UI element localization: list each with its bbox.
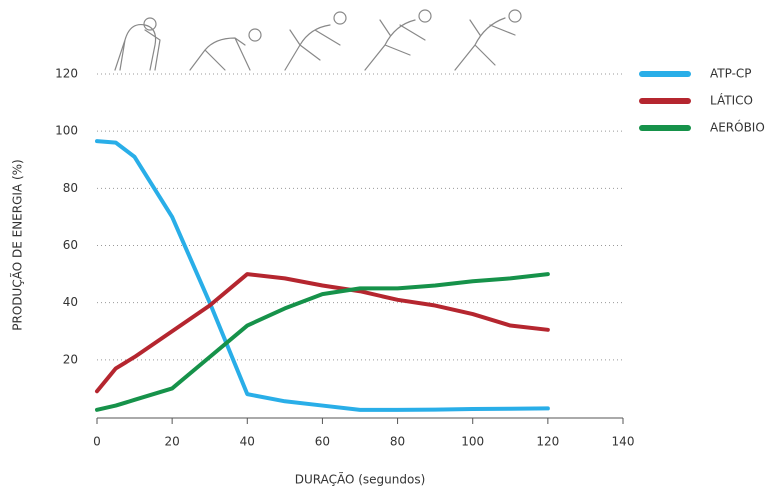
runner-illustrations [115,10,521,70]
y-tick-label: 20 [63,352,78,366]
x-tick-label: 0 [93,435,101,449]
legend-label: LÁTICO [710,93,753,108]
chart: DURAÇÃO (segundos) PRODUÇÃO DE ENERGIA (… [0,0,774,488]
x-tick-label: 80 [390,435,405,449]
x-axis-label: DURAÇÃO (segundos) [295,472,426,487]
x-tick-label: 120 [536,435,559,449]
legend-label: AERÓBIO [710,120,765,135]
y-tick-label: 120 [55,67,78,81]
y-axis-label: PRODUÇÃO DE ENERGIA (%) [10,159,25,330]
data-line [97,274,548,410]
y-tick-label: 60 [63,238,78,252]
x-tick-label: 140 [612,435,635,449]
data-line [97,274,548,391]
y-tick-label: 40 [63,295,78,309]
data-line [97,141,548,410]
x-tick-label: 40 [240,435,255,449]
x-tick-label: 20 [165,435,180,449]
legend-label: ATP-CP [710,67,752,81]
y-tick-label: 80 [63,181,78,195]
y-tick-label: 100 [55,124,78,138]
x-tick-label: 60 [315,435,330,449]
x-tick-label: 100 [461,435,484,449]
